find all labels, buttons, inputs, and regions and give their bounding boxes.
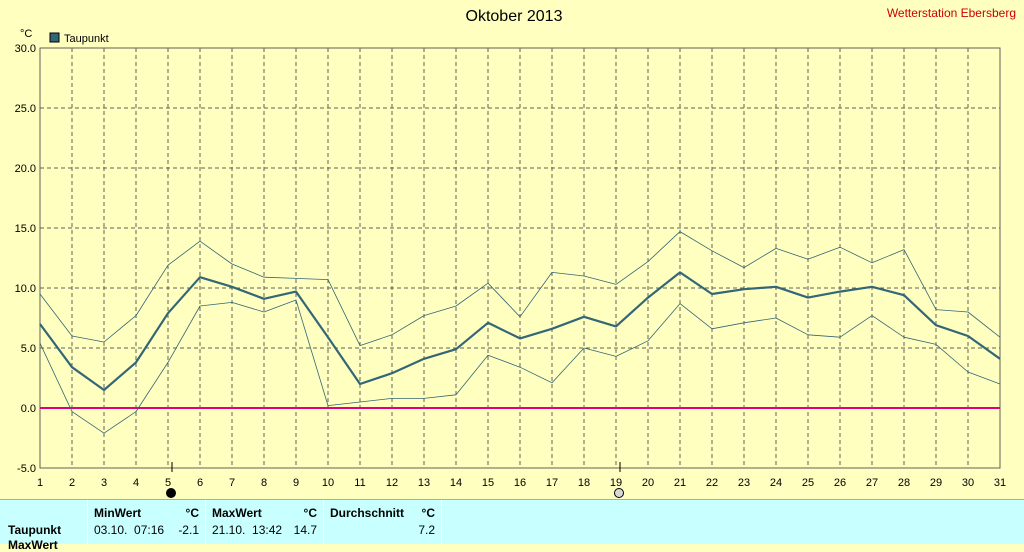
x-tick-label: 9 (293, 477, 299, 489)
x-tick-label: 22 (706, 477, 718, 489)
x-tick-label: 19 (610, 477, 622, 489)
x-tick-label: 24 (770, 477, 782, 489)
x-tick-label: 28 (898, 477, 910, 489)
avg-header: Durchschnitt (330, 506, 405, 520)
x-tick-label: 5 (165, 477, 171, 489)
series-line-min (39, 299, 1001, 434)
chart: Oktober 2013 Wetterstation Ebersberg °C … (15, 6, 1016, 498)
x-axis: 1 2 3 4 5 6 7 8 9 10 11 12 13 14 15 16 17 18 19 20 21 22 23 24 2… (37, 477, 1006, 489)
x-tick-label: 11 (354, 477, 365, 489)
x-tick-label: 15 (482, 477, 494, 489)
x-tick-label: 20 (642, 477, 654, 489)
x-tick-label: 8 (261, 477, 267, 489)
y-tick-label: 20.0 (15, 163, 36, 175)
min-date: 03.10. 07:16 (94, 523, 165, 537)
x-tick-label: 13 (418, 477, 430, 489)
x-tick-label: 7 (229, 477, 235, 489)
legend-label: Taupunkt (64, 33, 109, 45)
x-tick-label: 17 (546, 477, 558, 489)
y-tick-label: 5.0 (21, 343, 36, 355)
x-tick-label: 1 (37, 477, 43, 489)
y-tick-label: 30.0 (15, 43, 36, 55)
x-tick-label: 21 (674, 477, 686, 489)
x-tick-label: 30 (962, 477, 974, 489)
station-name: Wetterstation Ebersberg (887, 6, 1016, 20)
min-value: -2.1 (178, 523, 199, 537)
stats-avg-column: Durchschnitt °C 7.2 (324, 500, 442, 544)
stats-min-column: MinWert °C 03.10. 07:16 -2.1 (88, 500, 206, 544)
x-tick-label: 27 (866, 477, 878, 489)
stats-label-column: Taupunkt MaxWert (0, 500, 88, 552)
y-tick-label: 15.0 (15, 223, 36, 235)
avg-value: 7.2 (418, 523, 435, 537)
stats-row-label: Taupunkt (8, 523, 62, 537)
x-tick-label: 14 (450, 477, 462, 489)
chart-title: Oktober 2013 (466, 8, 563, 25)
x-tick-label: 10 (322, 477, 334, 489)
new-moon-marker (166, 488, 176, 498)
stats-panel: Taupunkt MaxWert MinWert °C 03.10. 07:16… (0, 499, 1024, 552)
series-line-max (39, 231, 1001, 347)
x-tick-label: 23 (738, 477, 750, 489)
max-date: 21.10. 13:42 (212, 523, 283, 537)
y-tick-label: 10.0 (15, 283, 36, 295)
min-header: MinWert (94, 506, 142, 520)
y-tick-label: 25.0 (15, 103, 36, 115)
x-tick-label: 12 (386, 477, 398, 489)
x-tick-label: 6 (197, 477, 203, 489)
x-tick-label: 26 (834, 477, 846, 489)
legend: Taupunkt (49, 32, 109, 45)
max-value: 14.7 (293, 523, 317, 537)
stats-max-column: MaxWert °C 21.10. 13:42 14.7 (206, 500, 324, 544)
y-axis: 30.0 25.0 20.0 15.0 10.0 5.0 0.0 -5.0 (15, 43, 36, 475)
max-unit: °C (303, 506, 317, 520)
avg-unit: °C (421, 506, 435, 520)
x-tick-label: 25 (802, 477, 814, 489)
x-tick-label: 4 (133, 477, 139, 489)
day-markers (166, 462, 624, 498)
max-header: MaxWert (212, 506, 262, 520)
x-tick-label: 18 (578, 477, 590, 489)
y-tick-label: 0.0 (21, 403, 36, 415)
x-tick-label: 16 (514, 477, 526, 489)
stats-row-label-2: MaxWert (8, 538, 58, 552)
min-unit: °C (185, 506, 199, 520)
y-unit-label: °C (20, 28, 32, 40)
legend-swatch (49, 32, 60, 43)
x-tick-label: 31 (994, 477, 1006, 489)
x-tick-label: 2 (69, 477, 75, 489)
y-tick-label: -5.0 (17, 463, 36, 475)
grid (40, 48, 1000, 468)
x-tick-label: 3 (101, 477, 107, 489)
series-line-taupunkt (39, 271, 1001, 392)
x-tick-label: 29 (930, 477, 942, 489)
series-lines (39, 231, 1001, 434)
full-moon-marker (614, 488, 624, 498)
